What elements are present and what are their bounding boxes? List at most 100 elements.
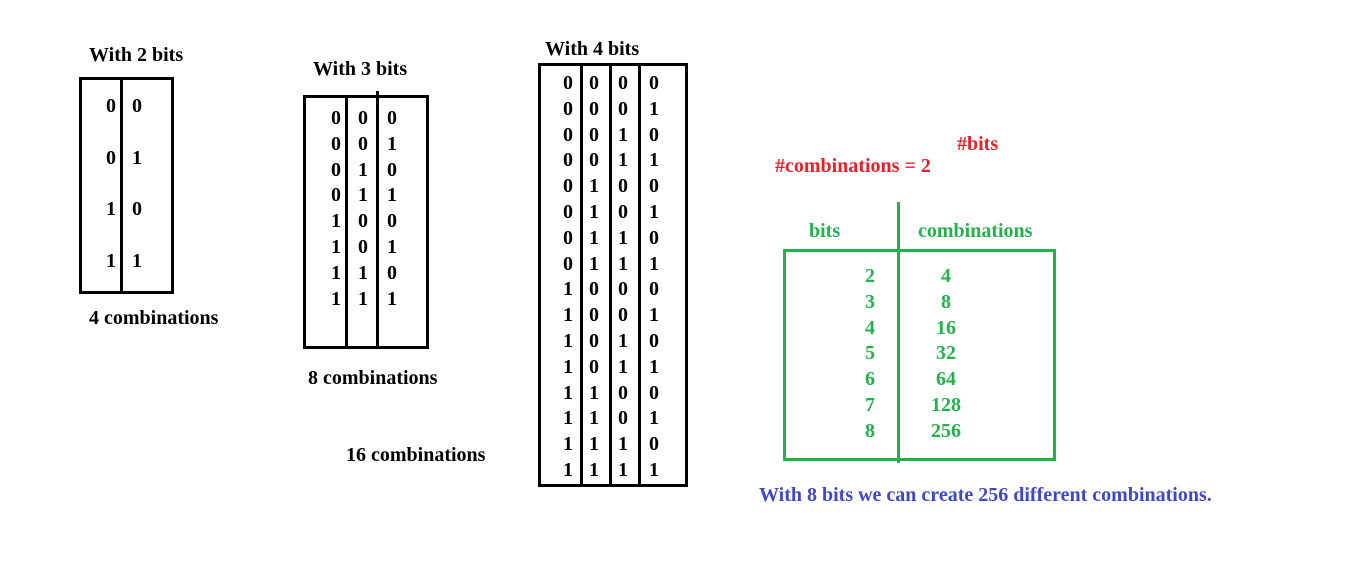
table-4bits-divider-2 xyxy=(609,63,612,487)
bit-cell: 1 xyxy=(387,236,397,258)
bit-cell: 1 xyxy=(563,304,573,327)
summary-row-bits: 4 xyxy=(865,316,875,339)
bit-cell: 0 xyxy=(589,304,599,327)
bit-cell: 1 xyxy=(618,123,628,146)
summary-row-bits: 5 xyxy=(865,342,875,365)
bit-cell: 1 xyxy=(132,146,142,169)
summary-row-combinations: 64 xyxy=(936,368,956,391)
bit-cell: 1 xyxy=(589,459,599,481)
bit-cell: 0 xyxy=(106,146,116,169)
summary-row-combinations: 8 xyxy=(941,290,951,313)
bit-cell: 1 xyxy=(618,433,628,456)
bit-cell: 0 xyxy=(618,278,628,301)
bit-cell: 0 xyxy=(563,149,573,172)
summary-header-combinations: combinations xyxy=(918,220,1033,242)
bit-cell: 0 xyxy=(331,107,341,129)
bit-cell: 0 xyxy=(563,72,573,94)
bit-cell: 1 xyxy=(358,158,368,181)
bit-cell: 0 xyxy=(589,330,599,352)
bit-cell: 1 xyxy=(563,355,573,378)
bit-cell: 0 xyxy=(618,72,628,94)
bit-cell: 0 xyxy=(618,407,628,430)
summary-table-box xyxy=(783,249,1056,461)
conclusion-text: With 8 bits we can create 256 different … xyxy=(759,484,1212,506)
bit-cell: 1 xyxy=(563,433,573,456)
bit-cell: 1 xyxy=(589,381,599,404)
bit-cell: 1 xyxy=(618,226,628,249)
bit-cell: 0 xyxy=(589,123,599,146)
table-3bits-box xyxy=(303,95,429,349)
bit-cell: 1 xyxy=(618,355,628,378)
bit-cell: 0 xyxy=(563,252,573,275)
bit-cell: 1 xyxy=(563,407,573,430)
bit-cell: 0 xyxy=(618,175,628,198)
bit-cell: 0 xyxy=(132,95,142,117)
bit-cell: 0 xyxy=(618,201,628,223)
bit-cell: 1 xyxy=(589,226,599,249)
bit-cell: 0 xyxy=(387,158,397,181)
bit-cell: 1 xyxy=(589,433,599,456)
summary-row-combinations: 4 xyxy=(941,265,951,287)
summary-row-bits: 2 xyxy=(865,265,875,287)
bit-cell: 1 xyxy=(618,149,628,172)
bit-cell: 1 xyxy=(649,201,659,223)
bit-cell: 0 xyxy=(649,175,659,198)
bit-cell: 0 xyxy=(563,123,573,146)
bit-cell: 1 xyxy=(589,201,599,223)
bit-cell: 1 xyxy=(331,210,341,233)
bit-cell: 0 xyxy=(358,236,368,258)
bit-cell: 0 xyxy=(387,210,397,233)
bit-cell: 0 xyxy=(649,381,659,404)
bit-cell: 1 xyxy=(358,287,368,310)
bit-cell: 0 xyxy=(358,210,368,233)
table-4bits-divider-3 xyxy=(638,63,641,487)
bit-cell: 0 xyxy=(589,278,599,301)
bit-cell: 0 xyxy=(563,226,573,249)
bit-cell: 1 xyxy=(387,287,397,310)
bit-cell: 0 xyxy=(563,201,573,223)
bit-cell: 1 xyxy=(618,252,628,275)
summary-header-bits: bits xyxy=(809,220,841,242)
bit-cell: 1 xyxy=(563,278,573,301)
bit-cell: 1 xyxy=(387,184,397,207)
table-4bits-box xyxy=(538,63,688,487)
summary-row-combinations: 256 xyxy=(931,419,961,442)
table-4bits-divider-1 xyxy=(580,63,583,487)
bit-cell: 1 xyxy=(563,459,573,481)
bit-cell: 1 xyxy=(331,261,341,284)
summary-row-bits: 8 xyxy=(865,419,875,442)
bit-cell: 0 xyxy=(618,97,628,120)
bit-cell: 1 xyxy=(387,132,397,155)
bit-cell: 1 xyxy=(106,198,116,220)
bit-cell: 1 xyxy=(618,330,628,352)
bit-cell: 1 xyxy=(132,249,142,272)
bit-cell: 0 xyxy=(387,261,397,284)
bit-cell: 0 xyxy=(649,433,659,456)
bit-cell: 0 xyxy=(387,107,397,129)
bit-cell: 1 xyxy=(649,459,659,481)
bit-cell: 0 xyxy=(358,107,368,129)
summary-table-divider xyxy=(897,202,900,463)
bit-cell: 1 xyxy=(563,381,573,404)
bit-cell: 1 xyxy=(618,459,628,481)
bit-cell: 1 xyxy=(358,261,368,284)
bit-cell: 0 xyxy=(358,132,368,155)
bit-cell: 0 xyxy=(106,95,116,117)
bit-cell: 1 xyxy=(563,330,573,352)
bit-cell: 0 xyxy=(589,72,599,94)
bit-cell: 1 xyxy=(331,236,341,258)
bit-cell: 1 xyxy=(589,407,599,430)
table-4bits-title: With 4 bits xyxy=(545,38,640,60)
bit-cell: 0 xyxy=(618,381,628,404)
table-3bits-caption: 8 combinations xyxy=(308,367,438,389)
table-2bits-title: With 2 bits xyxy=(89,44,184,66)
bit-cell: 0 xyxy=(589,149,599,172)
summary-row-bits: 7 xyxy=(865,394,875,416)
formula-exponent: #bits xyxy=(957,133,999,155)
bit-cell: 1 xyxy=(331,287,341,310)
summary-row-combinations: 128 xyxy=(931,394,961,416)
bit-cell: 0 xyxy=(331,132,341,155)
bit-cell: 0 xyxy=(132,198,142,220)
formula-base: #combinations = 2 xyxy=(775,155,931,177)
summary-row-bits: 6 xyxy=(865,368,875,391)
